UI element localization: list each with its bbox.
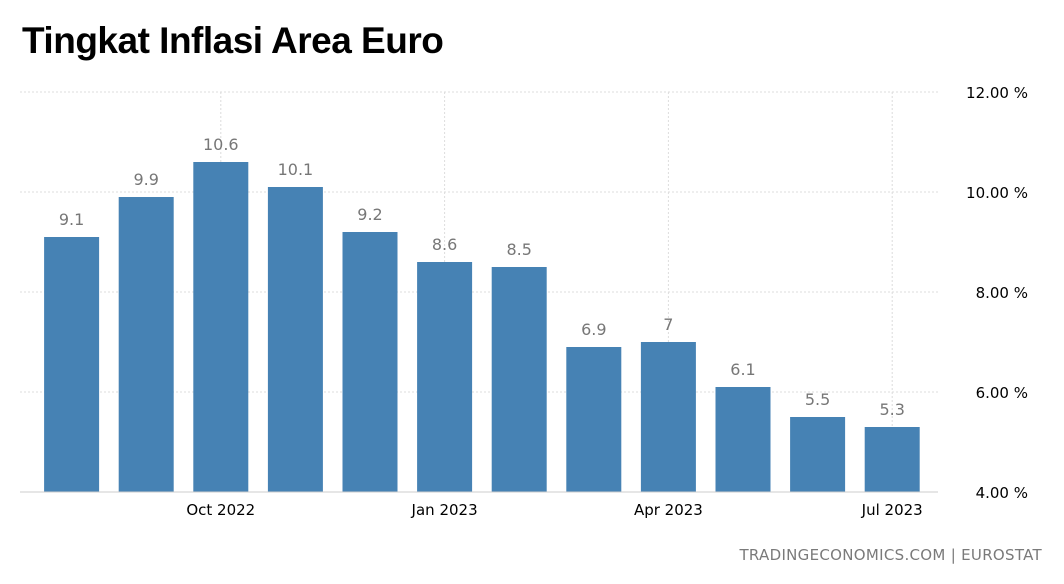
y-tick-label: 4.00 % <box>976 484 1028 502</box>
chart-title: Tingkat Inflasi Area Euro <box>22 20 444 61</box>
bar <box>864 427 920 492</box>
x-tick-label: Apr 2023 <box>634 501 703 519</box>
data-label: 10.6 <box>203 135 239 154</box>
bar <box>267 187 323 492</box>
bar <box>44 237 100 492</box>
data-label: 5.3 <box>879 400 904 419</box>
x-tick-label: Jan 2023 <box>411 501 478 519</box>
data-label: 9.9 <box>133 170 158 189</box>
bar <box>342 232 398 492</box>
data-label: 7 <box>663 315 673 334</box>
data-label: 6.1 <box>730 360 755 379</box>
x-tick-label: Jul 2023 <box>861 501 923 519</box>
bar <box>193 162 249 492</box>
bar <box>417 262 473 492</box>
y-tick-label: 10.00 % <box>966 184 1028 202</box>
y-tick-label: 8.00 % <box>976 284 1028 302</box>
bar <box>790 417 846 492</box>
bar <box>566 347 622 492</box>
data-label: 8.6 <box>432 235 457 254</box>
data-label: 5.5 <box>805 390 830 409</box>
x-tick-label: Oct 2022 <box>186 501 255 519</box>
y-tick-label: 6.00 % <box>976 384 1028 402</box>
data-label: 10.1 <box>278 160 314 179</box>
source-credit: TRADINGECONOMICS.COM | EUROSTAT <box>739 546 1042 564</box>
data-label: 6.9 <box>581 320 606 339</box>
y-tick-label: 12.00 % <box>966 84 1028 102</box>
bar <box>491 267 547 492</box>
bar <box>715 387 771 492</box>
bar <box>640 342 696 492</box>
data-label: 9.1 <box>59 210 84 229</box>
data-label: 9.2 <box>357 205 382 224</box>
data-label: 8.5 <box>506 240 531 259</box>
bar <box>118 197 174 492</box>
